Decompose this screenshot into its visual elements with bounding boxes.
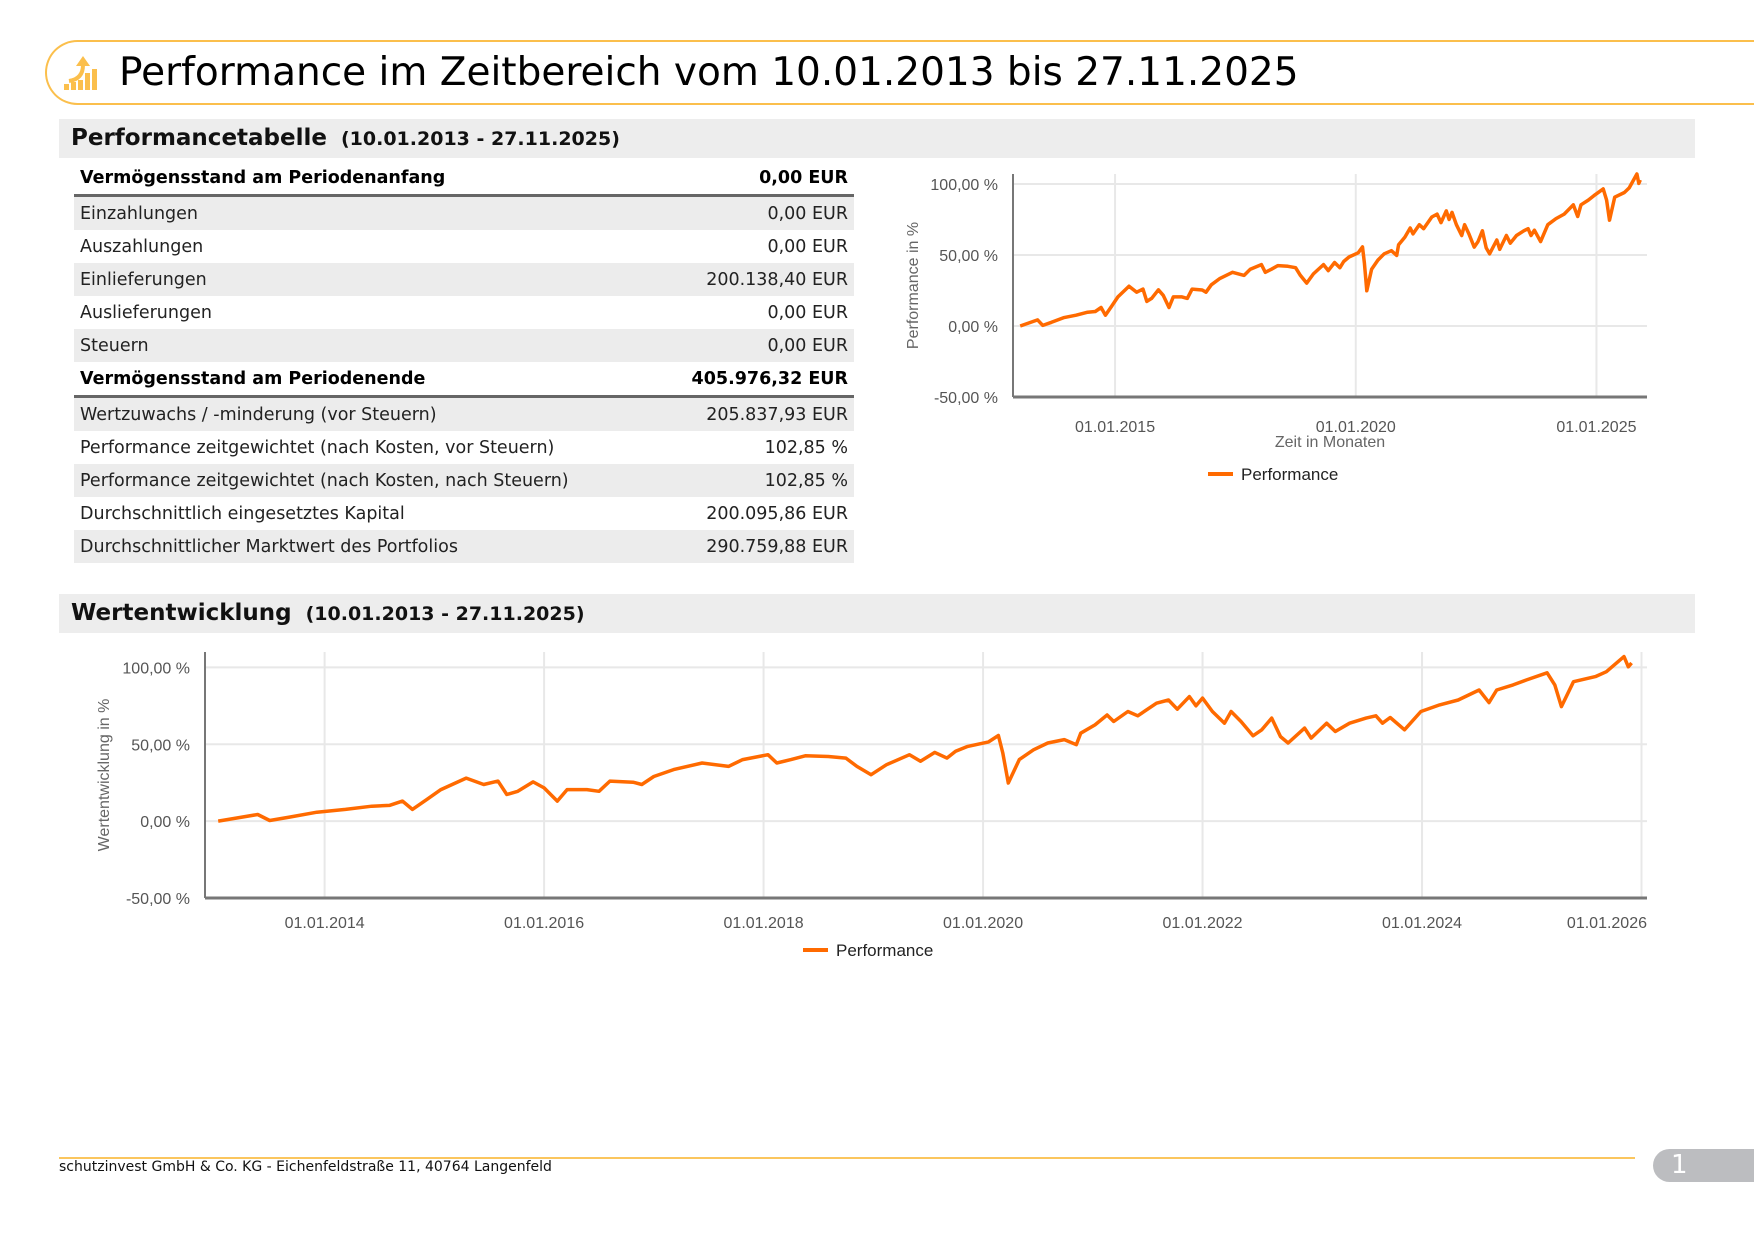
table-row: Einzahlungen 0,00 EUR <box>74 195 854 230</box>
table-row: Einlieferungen 200.138,40 EUR <box>74 263 854 296</box>
x-tick-label: 01.01.2018 <box>724 915 804 932</box>
row-value: 290.759,88 EUR <box>657 530 854 563</box>
legend-label: Performance <box>1241 465 1338 484</box>
footer-address: schutzinvest GmbH & Co. KG - Eichenfelds… <box>59 1159 552 1175</box>
row-label: Performance zeitgewichtet (nach Kosten, … <box>74 464 658 497</box>
table-row: Durchschnittlich eingesetztes Kapital 200… <box>74 497 854 530</box>
row-label: Einzahlungen <box>74 195 658 230</box>
x-tick-label: 01.01.2015 <box>1075 419 1155 436</box>
row-label: Steuern <box>74 329 658 362</box>
page-title: Performance im Zeitbereich vom 10.01.201… <box>119 50 1299 95</box>
row-value: 0,00 EUR <box>657 195 854 230</box>
y-tick-label: -50,00 % <box>126 891 190 908</box>
row-label: Vermögensstand am Periodenanfang <box>74 161 658 197</box>
page-number-badge: 1 <box>1653 1149 1754 1182</box>
legend-label: Performance <box>836 941 933 960</box>
x-tick-label: 01.01.2020 <box>943 915 1023 932</box>
table-row: Vermögensstand am Periodenanfang 0,00 EUR <box>74 161 854 197</box>
performance-line <box>217 654 1633 823</box>
x-tick-label: 01.01.2014 <box>285 915 365 932</box>
performance-line <box>1019 172 1642 328</box>
row-value: 0,00 EUR <box>767 236 848 257</box>
row-label: Durchschnittlicher Marktwert des Portfol… <box>74 530 658 563</box>
table-row: Vermögensstand am Periodenende 405.976,32… <box>74 362 854 398</box>
row-value: 102,85 % <box>764 437 848 458</box>
row-value: 405.976,32 EUR <box>657 362 854 398</box>
table-row: Performance zeitgewichtet (nach Kosten, … <box>74 464 854 497</box>
row-value: 205.837,93 EUR <box>657 396 854 431</box>
x-axis-label: Zeit in Monaten <box>1275 434 1385 451</box>
table-row: Durchschnittlicher Marktwert des Portfol… <box>74 530 854 563</box>
performance-table: Vermögensstand am Periodenanfang 0,00 EUR… <box>74 161 854 563</box>
y-axis-label: Wertentwicklung in % <box>96 699 113 852</box>
x-tick-label: 01.01.2024 <box>1382 915 1462 932</box>
row-value: 0,00 EUR <box>767 302 848 323</box>
section-title: Performancetabelle <box>71 125 327 151</box>
y-tick-label: 0,00 % <box>948 319 998 336</box>
row-label: Vermögensstand am Periodenende <box>74 362 658 398</box>
y-tick-label: -50,00 % <box>934 390 998 407</box>
page-title-bar: Performance im Zeitbereich vom 10.01.201… <box>45 40 1754 105</box>
table-row: Auszahlungen 0,00 EUR <box>74 230 854 263</box>
y-tick-label: 100,00 % <box>930 177 998 194</box>
y-tick-label: 50,00 % <box>939 248 998 265</box>
performance-table-header: Performancetabelle (10.01.2013 - 27.11.20… <box>59 119 1695 158</box>
table-row: Steuern 0,00 EUR <box>74 329 854 362</box>
footer-divider <box>59 1157 1635 1159</box>
x-tick-label: 01.01.2026 <box>1567 915 1647 932</box>
row-label: Performance zeitgewichtet (nach Kosten, … <box>80 437 555 458</box>
section-title: Wertentwicklung <box>71 600 292 626</box>
y-tick-label: 0,00 % <box>140 814 190 831</box>
page-number: 1 <box>1671 1150 1688 1180</box>
x-tick-label: 01.01.2025 <box>1556 419 1636 436</box>
row-value: 0,00 EUR <box>657 329 854 362</box>
section-range: (10.01.2013 - 27.11.2025) <box>341 128 620 150</box>
row-value: 200.138,40 EUR <box>657 263 854 296</box>
row-value: 0,00 EUR <box>657 161 854 197</box>
row-label: Durchschnittlich eingesetztes Kapital <box>80 503 405 524</box>
row-label: Auslieferungen <box>80 302 212 323</box>
row-value: 102,85 % <box>657 464 854 497</box>
row-label: Einlieferungen <box>74 263 658 296</box>
table-row: Auslieferungen 0,00 EUR <box>74 296 854 329</box>
row-value: 200.095,86 EUR <box>706 503 848 524</box>
row-label: Auszahlungen <box>80 236 204 257</box>
section-range: (10.01.2013 - 27.11.2025) <box>305 603 585 625</box>
table-row: Wertzuwachs / -minderung (vor Steuern) 20… <box>74 396 854 431</box>
x-tick-label: 01.01.2020 <box>1316 419 1396 436</box>
table-row: Performance zeitgewichtet (nach Kosten, … <box>74 431 854 464</box>
row-label: Wertzuwachs / -minderung (vor Steuern) <box>74 396 658 431</box>
y-axis-label: Performance in % <box>905 222 922 349</box>
growth-chart-icon <box>64 56 97 90</box>
x-tick-label: 01.01.2016 <box>504 915 584 932</box>
y-tick-label: 50,00 % <box>131 737 190 754</box>
wertentwicklung-header: Wertentwicklung (10.01.2013 - 27.11.2025) <box>59 594 1695 633</box>
y-tick-label: 100,00 % <box>122 660 190 677</box>
x-tick-label: 01.01.2022 <box>1163 915 1243 932</box>
